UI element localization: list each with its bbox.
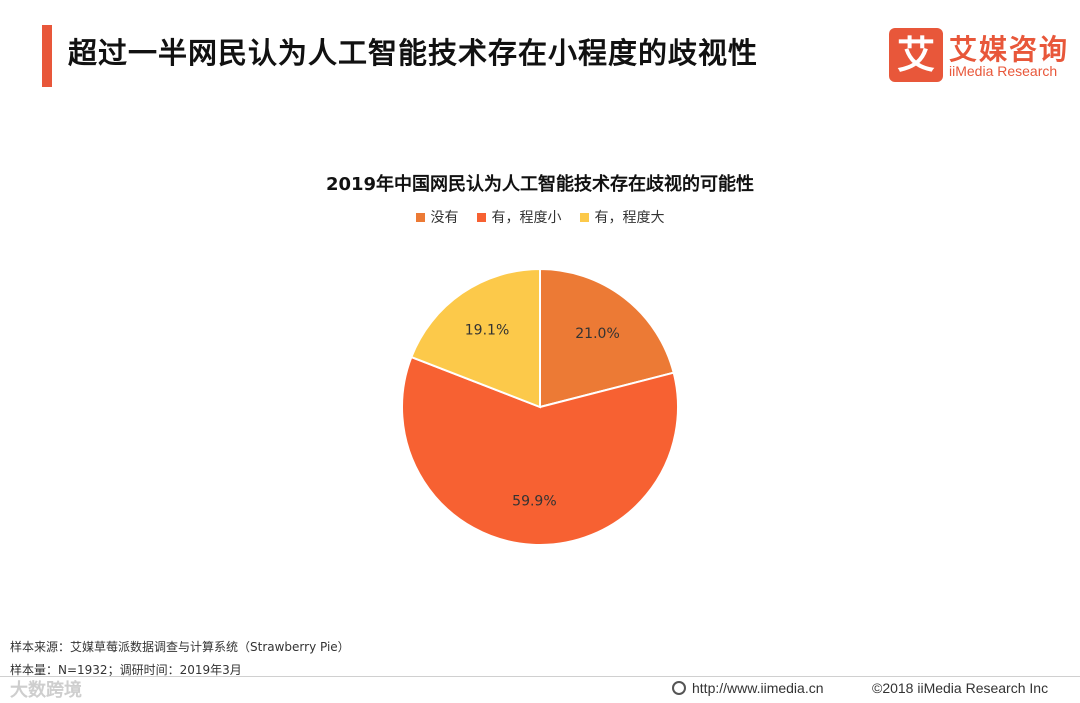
- footnote-source: 样本来源：艾媒草莓派数据调查与计算系统（Strawberry Pie）: [10, 640, 350, 654]
- legend-label: 没有: [430, 210, 459, 226]
- pie-slice-small: [401, 355, 679, 546]
- logo-cn-text: 艾媒咨询: [949, 33, 1070, 66]
- footer-copyright: ©2018 iiMedia Research Inc: [872, 680, 1049, 696]
- footer-divider: [0, 676, 1080, 677]
- globe-icon: [672, 681, 686, 695]
- legend-item-none: 没有: [415, 207, 459, 227]
- title-accent-bar: [42, 25, 52, 87]
- legend-swatch: [476, 212, 486, 222]
- legend-label: 有，程度小: [491, 210, 562, 226]
- pie-data-label: 19.1%: [465, 323, 509, 339]
- pie-slice-none: [539, 267, 675, 409]
- footnote-sample: 样本量：N=1932；调研时间：2019年3月: [10, 663, 242, 677]
- logo-en-text: iiMedia Research: [949, 63, 1058, 79]
- pie-slice-large: [410, 267, 541, 409]
- logo-mark: 艾: [889, 28, 943, 82]
- legend-item-large: 有，程度大: [579, 207, 665, 227]
- pie-data-label: 21.0%: [575, 326, 619, 342]
- chart-legend: 没有 有，程度小 有，程度大: [0, 207, 1080, 227]
- legend-label: 有，程度大: [594, 210, 665, 226]
- pie-data-label: 59.9%: [512, 494, 556, 510]
- chart-title: 2019年中国网民认为人工智能技术存在歧视的可能性: [325, 174, 755, 195]
- legend-swatch: [579, 212, 589, 222]
- brand-logo: 艾 艾媒咨询 iiMedia Research: [889, 28, 1069, 84]
- footer-url[interactable]: http://www.iimedia.cn: [672, 680, 824, 696]
- page-title: 超过一半网民认为人工智能技术存在小程度的歧视性: [68, 36, 759, 70]
- legend-swatch: [415, 212, 425, 222]
- watermark: 大数跨境: [10, 680, 82, 701]
- footer-url-text[interactable]: http://www.iimedia.cn: [692, 680, 824, 696]
- legend-item-small: 有，程度小: [476, 207, 562, 227]
